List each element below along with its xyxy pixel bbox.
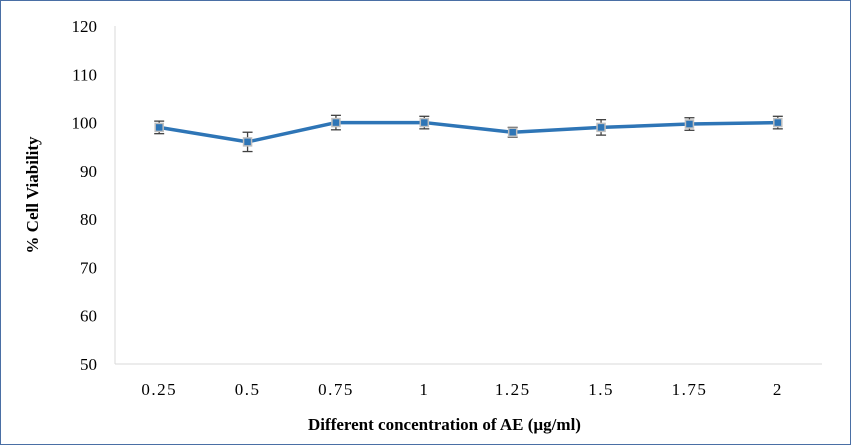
data-point-marker bbox=[331, 117, 341, 128]
y-tick-label: 70 bbox=[80, 258, 97, 277]
data-point-marker bbox=[596, 122, 606, 133]
y-axis-ticks: 50 60 70 80 90 100 110 120 bbox=[72, 17, 98, 374]
x-tick-label: 2 bbox=[773, 380, 783, 399]
x-axis-title: Different concentration of AE (µg/ml) bbox=[308, 415, 581, 434]
x-tick-label: 0.25 bbox=[141, 380, 177, 399]
data-point-marker bbox=[154, 122, 164, 133]
x-tick-label: 1 bbox=[419, 380, 429, 399]
x-axis-ticks: 0.25 0.5 0.75 1 1.25 1.5 1.75 2 bbox=[141, 380, 783, 399]
y-tick-label: 90 bbox=[80, 162, 97, 181]
data-point-marker bbox=[507, 127, 518, 137]
y-tick-label: 120 bbox=[72, 17, 98, 36]
data-point-marker bbox=[242, 137, 253, 147]
y-axis-title: % Cell Viability bbox=[23, 136, 42, 254]
y-tick-label: 50 bbox=[80, 355, 97, 374]
series-layer bbox=[154, 114, 783, 153]
y-tick-label: 110 bbox=[72, 65, 97, 84]
data-point-marker bbox=[773, 117, 783, 128]
y-tick-label: 60 bbox=[80, 307, 97, 326]
x-tick-label: 1.5 bbox=[588, 380, 614, 399]
x-tick-label: 1.75 bbox=[672, 380, 708, 399]
data-point-marker bbox=[419, 117, 430, 128]
series-line bbox=[158, 120, 778, 144]
data-point-marker bbox=[684, 119, 695, 129]
x-tick-label: 1.25 bbox=[495, 380, 531, 399]
x-tick-label: 0.75 bbox=[318, 380, 354, 399]
y-tick-label: 80 bbox=[80, 210, 97, 229]
y-tick-label: 100 bbox=[72, 114, 98, 133]
x-tick-label: 0.5 bbox=[235, 380, 261, 399]
